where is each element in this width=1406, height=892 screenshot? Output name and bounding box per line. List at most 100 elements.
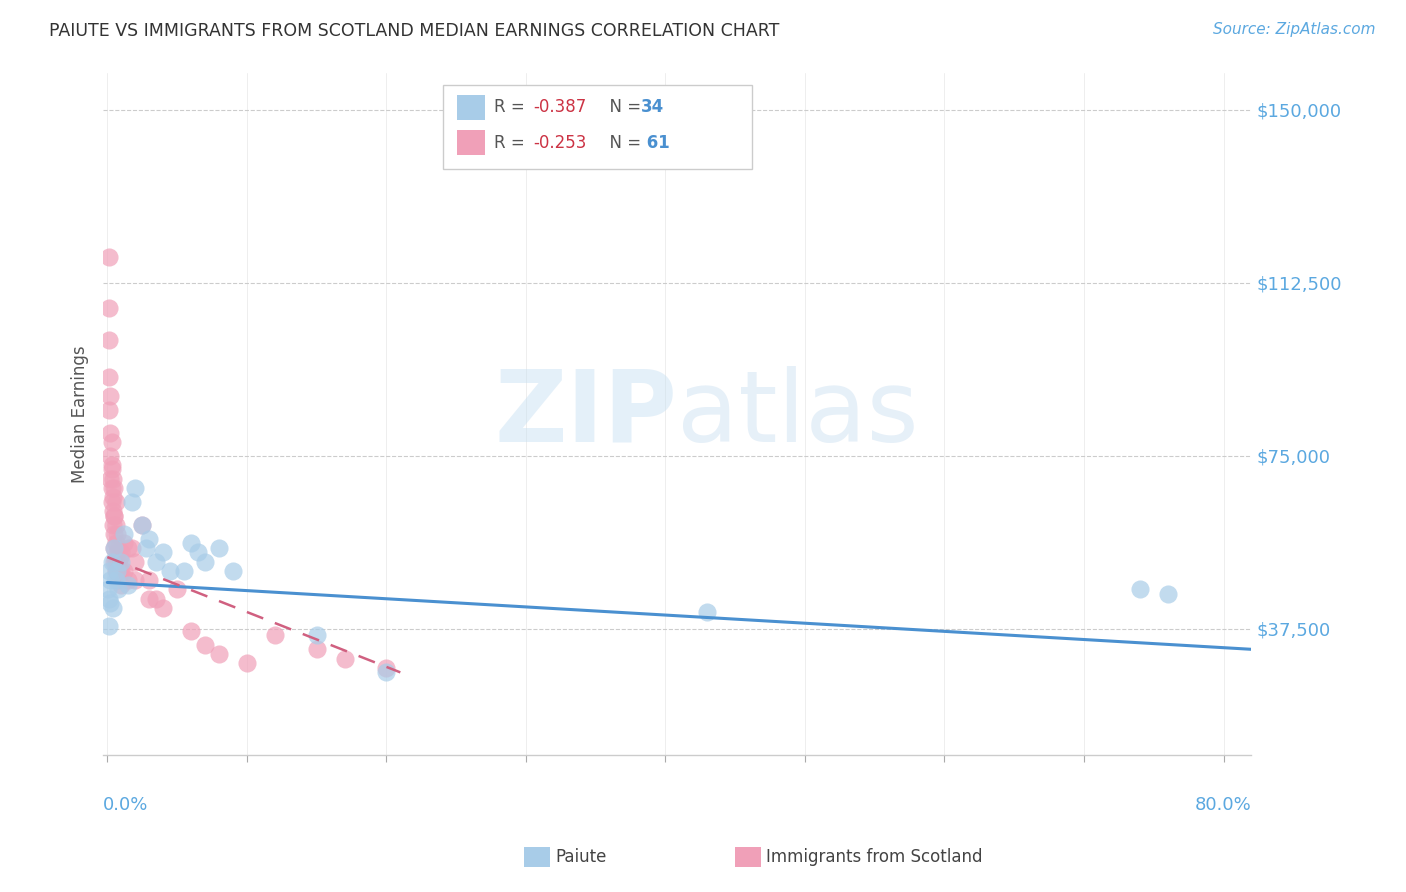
Point: [208, 647, 231, 661]
Point: [97, 619, 120, 633]
Text: Immigrants from Scotland: Immigrants from Scotland: [766, 848, 983, 866]
Point: [236, 656, 259, 670]
Text: Source: ZipAtlas.com: Source: ZipAtlas.com: [1212, 22, 1375, 37]
Point: [333, 651, 356, 665]
Point: [105, 527, 128, 541]
Point: [138, 591, 160, 606]
Point: [187, 545, 209, 559]
Point: [104, 495, 127, 509]
Point: [100, 555, 122, 569]
Point: [138, 573, 160, 587]
Point: [135, 541, 157, 555]
Point: [112, 527, 135, 541]
Point: [305, 642, 328, 657]
Point: [180, 624, 202, 638]
Point: [194, 555, 217, 569]
Text: N =: N =: [599, 134, 647, 152]
Point: [98, 573, 121, 587]
Point: [222, 564, 245, 578]
Text: PAIUTE VS IMMIGRANTS FROM SCOTLAND MEDIAN EARNINGS CORRELATION CHART: PAIUTE VS IMMIGRANTS FROM SCOTLAND MEDIA…: [49, 22, 779, 40]
Text: 0.0%: 0.0%: [103, 797, 149, 814]
Point: [138, 532, 160, 546]
Point: [194, 638, 217, 652]
Point: [152, 600, 174, 615]
Point: [166, 582, 188, 597]
Text: 80.0%: 80.0%: [1195, 797, 1251, 814]
Point: [97, 301, 120, 315]
Point: [103, 508, 125, 523]
Point: [112, 536, 135, 550]
Point: [305, 628, 328, 642]
Point: [117, 573, 139, 587]
Point: [375, 661, 398, 675]
Point: [104, 564, 127, 578]
Text: -0.387: -0.387: [533, 98, 586, 116]
Point: [97, 251, 120, 265]
Text: N =: N =: [599, 98, 647, 116]
Point: [173, 564, 195, 578]
Point: [107, 541, 129, 555]
Point: [110, 564, 132, 578]
Point: [145, 591, 167, 606]
Point: [98, 449, 121, 463]
Point: [98, 472, 121, 486]
Point: [100, 434, 122, 449]
Point: [97, 402, 120, 417]
Point: [103, 541, 125, 555]
Point: [101, 504, 124, 518]
Point: [101, 472, 124, 486]
Point: [112, 564, 135, 578]
Point: [103, 527, 125, 541]
Point: [100, 462, 122, 476]
Point: [104, 555, 127, 569]
Point: [124, 555, 146, 569]
Point: [103, 541, 125, 555]
Point: [98, 389, 121, 403]
Point: [97, 370, 120, 384]
Text: R =: R =: [494, 134, 530, 152]
Point: [108, 550, 131, 565]
Point: [152, 545, 174, 559]
Point: [98, 591, 121, 606]
Point: [103, 555, 125, 569]
Text: -0.253: -0.253: [533, 134, 586, 152]
Point: [263, 628, 285, 642]
Point: [98, 425, 121, 440]
Text: R =: R =: [494, 98, 530, 116]
Point: [131, 517, 153, 532]
Point: [375, 665, 398, 680]
Text: Paiute: Paiute: [555, 848, 607, 866]
Point: [159, 564, 181, 578]
Y-axis label: Median Earnings: Median Earnings: [72, 345, 89, 483]
Text: 61: 61: [641, 134, 669, 152]
Point: [131, 517, 153, 532]
Point: [100, 481, 122, 495]
Point: [121, 541, 143, 555]
Point: [105, 564, 128, 578]
Point: [1157, 587, 1180, 601]
Point: [105, 545, 128, 559]
Point: [145, 555, 167, 569]
Point: [104, 573, 127, 587]
Point: [124, 481, 146, 495]
Point: [117, 541, 139, 555]
Point: [108, 564, 131, 578]
Point: [110, 545, 132, 559]
Point: [121, 495, 143, 509]
Point: [124, 573, 146, 587]
Text: atlas: atlas: [678, 366, 920, 463]
Point: [696, 606, 718, 620]
Point: [104, 517, 127, 532]
Point: [104, 536, 127, 550]
Point: [98, 564, 121, 578]
Point: [100, 458, 122, 472]
Text: ZIP: ZIP: [495, 366, 678, 463]
Point: [103, 481, 125, 495]
Point: [107, 582, 129, 597]
Point: [107, 555, 129, 569]
Text: 34: 34: [641, 98, 665, 116]
Point: [97, 582, 120, 597]
Point: [100, 495, 122, 509]
Point: [101, 600, 124, 615]
Point: [110, 555, 132, 569]
